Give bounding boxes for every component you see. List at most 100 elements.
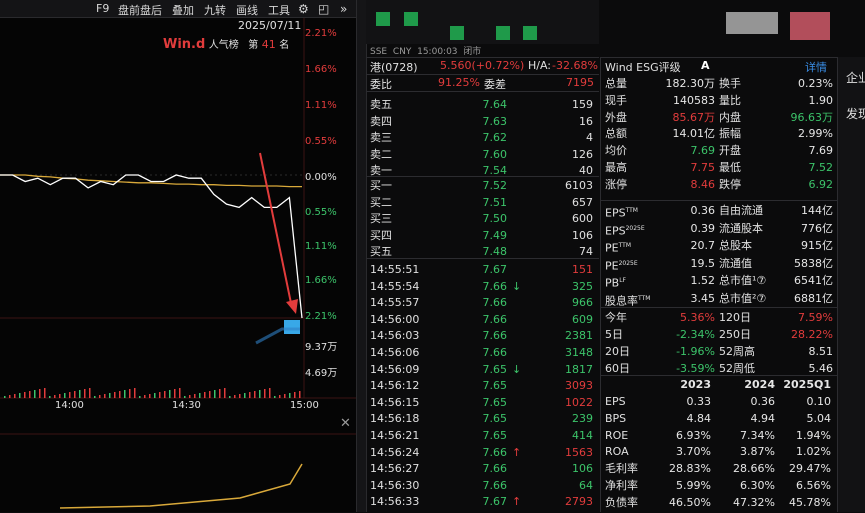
valuation-value: 776亿: [801, 221, 833, 235]
ask-label: 卖一: [370, 164, 392, 177]
financial-value: 1.94%: [796, 428, 831, 442]
tick-row: 14:56:18 7.65 239: [366, 410, 599, 427]
tick-volume: 2381: [565, 329, 593, 343]
ask-volume: 16: [579, 114, 593, 128]
ask-row[interactable]: 卖二 7.60 126: [366, 146, 599, 163]
expand-icon[interactable]: »: [340, 2, 348, 16]
volume-bar: [284, 394, 286, 398]
tick-price: 7.65: [482, 395, 508, 409]
close-icon[interactable]: ✕: [340, 416, 351, 431]
return-value: 5.36%: [680, 311, 715, 324]
toolbar-item-tools[interactable]: 工具: [268, 4, 290, 17]
bid-volume: 106: [572, 228, 593, 242]
valuation-label[interactable]: 流通值: [719, 256, 752, 270]
tick-price: 7.65: [482, 429, 508, 442]
tick-row: 14:55:57 7.66 966: [366, 294, 599, 311]
annotation-arrowhead: [286, 299, 298, 314]
volume-bar: [139, 396, 141, 398]
settings-icon[interactable]: ⚙: [298, 2, 309, 16]
toolbar-item-nine[interactable]: 九转: [204, 4, 226, 17]
stat-value: 7.69: [690, 144, 716, 158]
volume-bar: [294, 392, 296, 398]
tick-direction-icon: ↑: [512, 445, 522, 459]
financial-value: 28.66%: [733, 462, 775, 476]
volume-bar: [224, 388, 226, 398]
price-axis-label: 1.66%: [305, 64, 337, 75]
tick-price: 7.65: [482, 379, 508, 393]
bid-row[interactable]: 买五 7.48 74: [366, 243, 599, 260]
valuation-value: 19.5: [690, 256, 716, 270]
tick-row: 14:56:12 7.65 3093: [366, 377, 599, 394]
valuation-label[interactable]: 总股本: [719, 239, 752, 252]
stat-value: 1.90: [808, 93, 834, 107]
annotation-arrow: [259, 152, 293, 309]
popularity-rank[interactable]: Win.d 人气榜 第 41 名: [163, 36, 289, 52]
valuation-label[interactable]: 流通股本: [719, 221, 763, 235]
volume-bar: [249, 392, 251, 398]
ask-row[interactable]: 卖四 7.63 16: [366, 113, 599, 130]
ask-row[interactable]: 卖一 7.54 40: [366, 162, 599, 179]
stat-label: 跌停: [719, 177, 741, 191]
return-value: 8.51: [808, 345, 834, 358]
stat-row: 总量 182.30万 换手 0.23%: [601, 75, 837, 92]
valuation-label[interactable]: 总市值²⑦: [719, 291, 767, 305]
chart-toolbar: F9 盘前盘后 叠加 九转 画线 工具 ⚙ ◰ »: [0, 0, 360, 18]
toolbar-item-overlay[interactable]: 叠加: [172, 4, 194, 17]
tick-time: 14:56:09: [370, 362, 420, 376]
volume-bar: [34, 390, 36, 398]
financial-value: 3.87%: [740, 445, 775, 459]
cursor-trail: [255, 327, 300, 345]
tick-row: 14:55:51 7.67 151: [366, 261, 599, 278]
volume-bar: [134, 388, 136, 398]
volume-bar: [59, 394, 61, 398]
return-value: -2.34%: [676, 328, 715, 341]
stat-row: 外盘 85.67万 内盘 96.63万: [601, 109, 837, 126]
financial-year: 2025Q1: [783, 378, 831, 391]
green-square-icon: [496, 26, 510, 40]
return-label: 今年: [605, 311, 627, 324]
bid-volume: 6103: [565, 179, 593, 192]
return-value: 28.22%: [791, 328, 833, 341]
return-row: 60日 -3.59% 52周低 5.46: [601, 360, 837, 377]
tick-list[interactable]: 14:55:51 7.67 151 14:55:54 7.66 ↓ 325 14:55:57 7…: [366, 258, 599, 513]
tick-time: 14:56:30: [370, 478, 420, 492]
stat-row: 最高 7.75 最低 7.52: [601, 159, 837, 176]
ask-row[interactable]: 卖三 7.62 4: [366, 129, 599, 146]
tick-row: 14:56:27 7.66 106: [366, 460, 599, 477]
stat-value: 7.75: [690, 161, 716, 174]
toolbar-item-draw[interactable]: 画线: [236, 4, 258, 17]
tick-price: 7.66: [482, 279, 508, 293]
ask-price: 7.54: [482, 164, 508, 177]
volume-bar: [299, 391, 301, 398]
toolbar-item-f9[interactable]: F9: [96, 2, 110, 15]
volume-bar: [234, 395, 236, 398]
side-item-discover[interactable]: 发现: [846, 107, 865, 121]
ask-volume: 126: [572, 147, 593, 161]
intraday-chart-svg[interactable]: [0, 18, 356, 512]
valuation-label[interactable]: 自由流通: [719, 204, 763, 217]
esg-detail-link[interactable]: 详情: [805, 61, 827, 74]
tick-time: 14:56:24: [370, 445, 420, 459]
panel-divider[interactable]: [356, 0, 367, 512]
rank-suffix: 名: [279, 40, 290, 51]
bid-row[interactable]: 买三 7.50 600: [366, 210, 599, 227]
valuation-label[interactable]: 总市值¹⑦: [719, 274, 767, 287]
restore-icon[interactable]: ◰: [318, 2, 330, 16]
bid-row[interactable]: 买二 7.51 657: [366, 194, 599, 211]
tick-time: 14:56:12: [370, 379, 420, 393]
bid-row[interactable]: 买一 7.52 6103: [366, 177, 599, 194]
volume-axis-high: 9.37万: [305, 342, 338, 353]
tick-price: 7.67: [482, 263, 508, 276]
financial-value: 0.33: [686, 395, 712, 408]
return-label: 60日: [605, 362, 630, 375]
bid-price: 7.51: [482, 195, 508, 209]
valuation-value: 6881亿: [794, 291, 833, 305]
volume-bar: [39, 389, 41, 398]
toolbar-item-premarket[interactable]: 盘前盘后: [118, 4, 162, 17]
ask-row[interactable]: 卖五 7.64 159: [366, 96, 599, 113]
side-item-enterprise[interactable]: 企业: [846, 71, 865, 85]
bid-label: 买一: [370, 179, 392, 192]
volume-bar: [69, 392, 71, 398]
ask-volume: 4: [586, 131, 593, 144]
bid-row[interactable]: 买四 7.49 106: [366, 227, 599, 244]
